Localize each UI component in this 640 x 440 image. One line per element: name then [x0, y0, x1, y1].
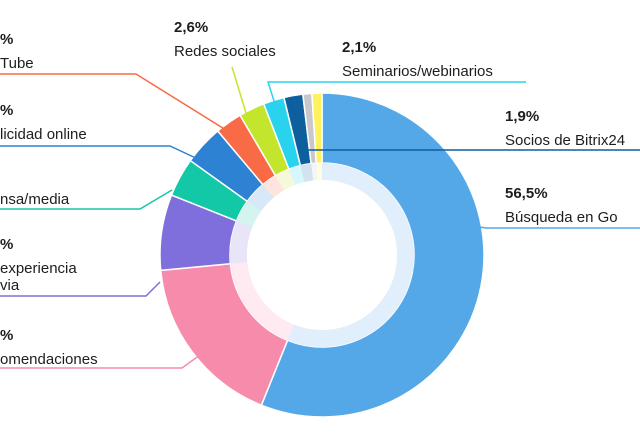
label-socios: Socios de Bitrix24: [505, 132, 625, 149]
slice-0: [260, 92, 485, 418]
label-experiencia-line2: via: [0, 277, 20, 294]
leader-line-seminarios: [266, 81, 526, 105]
label-experiencia-line1: experiencia: [0, 260, 77, 277]
inner-slice-4: [247, 184, 274, 212]
leader-line-experiencia: [0, 281, 161, 297]
inner-slice-9: [311, 163, 318, 181]
slice-10: [311, 92, 323, 164]
donut-hole: [247, 180, 397, 330]
leader-line-socios: [304, 146, 640, 151]
leader-line-youtube: [0, 73, 227, 131]
label-publicidad-pct: %: [0, 102, 13, 119]
inner-ring: [230, 163, 415, 347]
label-seminarios: Seminarios/webinarios: [342, 63, 493, 80]
label-busqueda: Búsqueda en Go: [505, 209, 618, 226]
label-socios-pct: 1,9%: [505, 108, 539, 125]
label-prensa: nsa/media: [0, 191, 70, 208]
label-experiencia: experiencia via: [0, 260, 81, 294]
leader-line-prensa: [0, 189, 173, 210]
inner-slice-1: [230, 262, 294, 341]
label-seminarios-pct: 2,1%: [342, 39, 376, 56]
label-redes-pct: 2,6%: [174, 19, 208, 36]
inner-slice-8: [300, 163, 314, 183]
inner-slice-5: [262, 175, 285, 198]
label-publicidad: licidad online: [0, 126, 87, 143]
label-busqueda-pct: 56,5%: [505, 185, 548, 202]
inner-slice-6: [275, 169, 296, 191]
label-redes: Redes sociales: [174, 43, 276, 60]
label-youtube-pct: %: [0, 31, 13, 48]
label-recomendaciones-pct: %: [0, 327, 13, 344]
leader-line-publicidad: [0, 145, 201, 161]
leader-line-recomendaciones: [0, 354, 201, 369]
inner-slice-3: [236, 201, 262, 228]
inner-slice-10: [316, 163, 322, 181]
label-recomendaciones: omendaciones: [0, 351, 98, 368]
label-experiencia-pct: %: [0, 236, 13, 253]
leader-line-redes: [231, 66, 247, 114]
inner-slice-0: [287, 163, 415, 347]
inner-slice-7: [288, 165, 305, 186]
inner-slice-2: [230, 220, 253, 264]
leader-line-busqueda: [465, 224, 640, 229]
label-youtube: Tube: [0, 55, 34, 72]
